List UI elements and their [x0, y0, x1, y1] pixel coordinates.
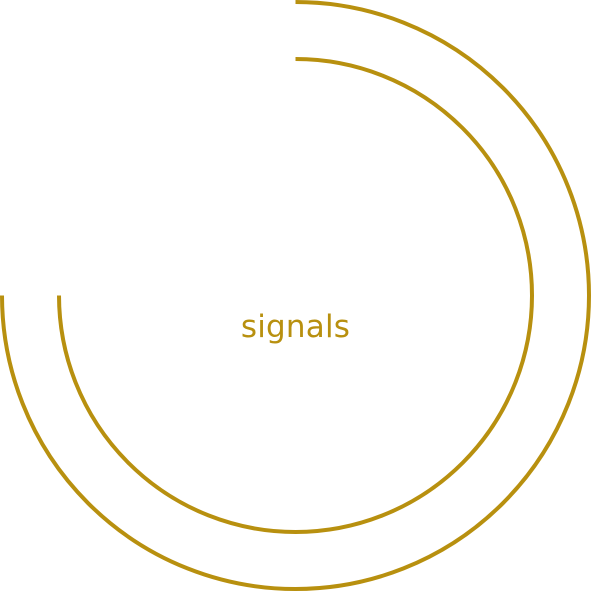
- center-label: signals: [240, 309, 351, 345]
- inner-arc: [57, 57, 534, 534]
